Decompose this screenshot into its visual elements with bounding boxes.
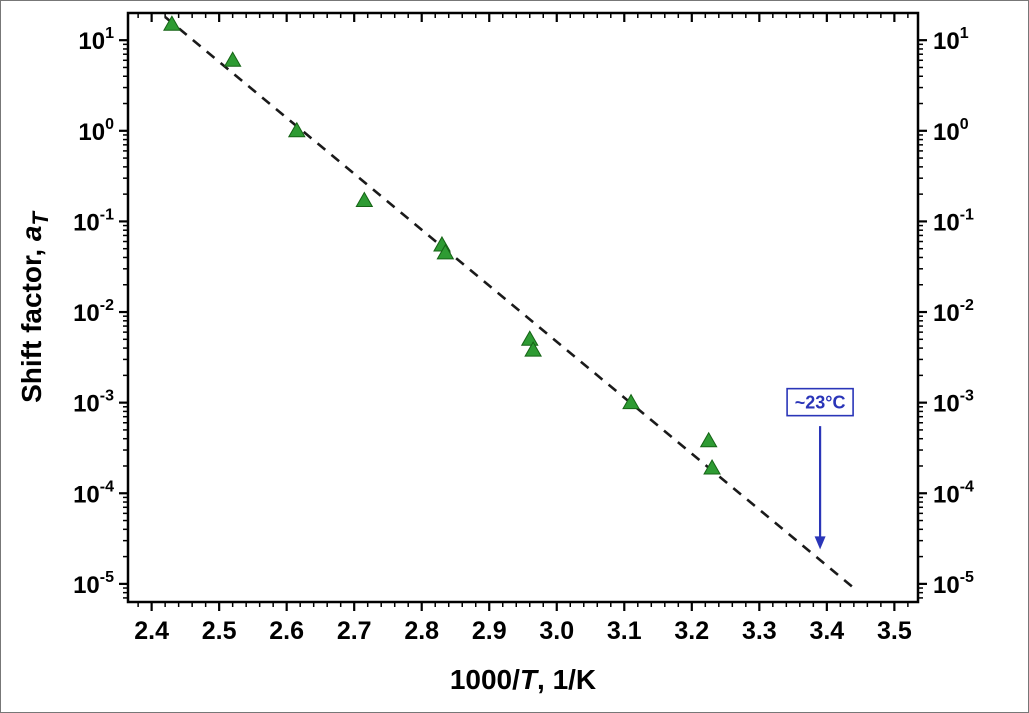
x-tick-labels: 2.4 2.5 2.6 2.7 2.8 2.9 3.0 3.1 3.2 3.3 3.4 3.5: [134, 617, 912, 645]
y-tick-label: 10-3: [73, 388, 114, 418]
annotation-text: ~23°C: [795, 393, 846, 413]
y-tick-label: 100: [78, 116, 114, 146]
y-tick-label: 10-2: [73, 297, 114, 327]
y-tick-label: 10-4: [933, 478, 974, 508]
x-tick-label: 3.4: [809, 617, 844, 645]
y-axis-label: Shift factor, aT: [16, 211, 53, 403]
y-tick-label: 10-2: [933, 297, 974, 327]
data-point: [287, 121, 306, 138]
data-point: [699, 431, 718, 448]
data-point: [622, 393, 640, 410]
x-tick-label: 3.2: [674, 617, 709, 645]
data-point: [163, 15, 181, 31]
data-point: [703, 458, 721, 475]
annotation-box: [786, 387, 854, 417]
x-tick-label: 2.4: [134, 617, 169, 645]
data-point: [223, 51, 242, 67]
x-tick-label: 3.5: [877, 617, 912, 645]
y-tick-label: 10-5: [73, 569, 114, 599]
y-axis-ticks: [119, 39, 927, 599]
x-tick-label: 2.7: [337, 617, 372, 645]
data-point: [355, 191, 374, 208]
y-tick-labels: 101 101 100 100 10-1 10-1 10-2 10-2 10-3 10-3 10-4…: [73, 25, 974, 599]
x-tick-label: 2.9: [472, 617, 507, 645]
x-tick-label: 2.8: [404, 617, 439, 645]
y-tick-label: 10-5: [933, 569, 974, 599]
x-tick-label: 3.0: [539, 617, 574, 645]
y-tick-label: 10-1: [933, 206, 974, 236]
y-tick-label: 10-4: [73, 478, 114, 508]
y-tick-label: 101: [933, 25, 969, 55]
x-axis-ticks: [137, 13, 909, 611]
annotation-arrow-head: [814, 536, 826, 550]
x-axis-title: 1000/T, 1/K: [450, 664, 596, 695]
y-tick-label: 10-3: [933, 388, 974, 418]
x-tick-label: 2.5: [202, 617, 237, 645]
plot-frame: [126, 11, 920, 604]
data-points-shift-factor-points: [163, 15, 721, 475]
y-tick-label: 101: [78, 25, 114, 55]
x-tick-label: 2.6: [269, 617, 304, 645]
x-tick-label: 3.1: [607, 617, 642, 645]
fit-line: [164, 16, 855, 590]
data-point: [520, 330, 539, 346]
data-point: [436, 243, 455, 260]
y-tick-label: 10-1: [73, 206, 114, 236]
x-axis-label: 1000/T, 1/K: [450, 664, 596, 695]
data-point: [524, 341, 542, 357]
x-tick-label: 3.3: [742, 617, 777, 645]
y-tick-label: 100: [933, 116, 969, 146]
y-axis-title: Shift factor, aT: [16, 211, 53, 403]
annotation-23c: ~23°C: [786, 387, 854, 550]
